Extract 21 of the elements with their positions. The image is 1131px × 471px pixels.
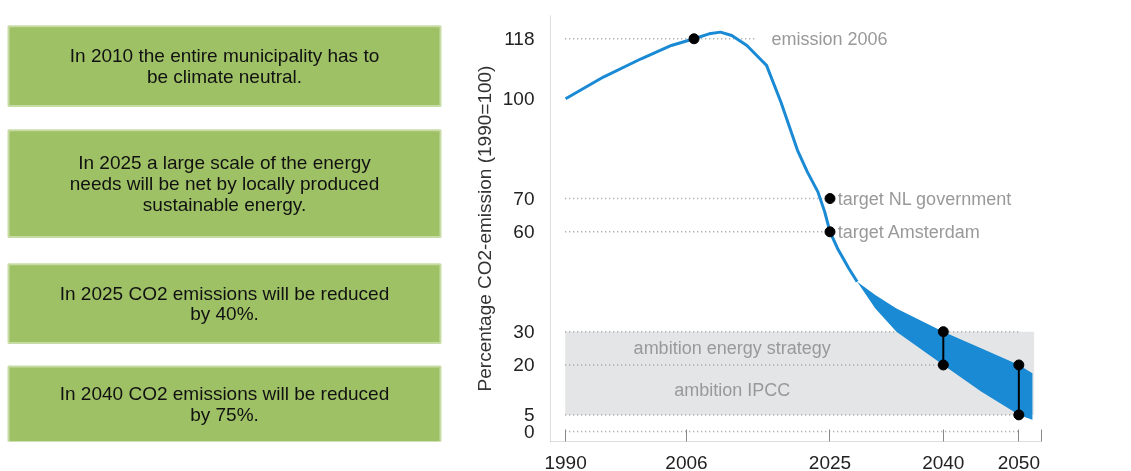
- y-tick-label: 118: [504, 28, 535, 50]
- x-tick-label: 2006: [665, 451, 708, 471]
- text: In 2010 the entire municipality has to be climate neutral.: [69, 45, 380, 88]
- ref-line-label: emission 2006: [771, 28, 888, 49]
- y-axis-title: Percentage CO2-emission (1990=100): [473, 65, 495, 392]
- text: In 2025 CO2 emissions will be reduced by 40%.: [59, 282, 390, 325]
- text: In 2025 a large scale of the energy needs will be net by locally produced sustainable energy.: [69, 152, 380, 216]
- y-tick-label: 20: [513, 354, 535, 376]
- ref-line-label: target NL government: [837, 188, 1012, 209]
- x-tick-label: 2050: [997, 451, 1040, 471]
- x-tick-label: 1990: [544, 451, 587, 471]
- ref-line-label: target Amsterdam: [837, 221, 980, 242]
- x-tick-label: 2040: [922, 451, 965, 471]
- y-tick-label: 60: [513, 221, 535, 243]
- text: In 2040 CO2 emissions will be reduced by 75%.: [59, 383, 390, 425]
- y-tick-label: 70: [513, 188, 535, 210]
- y-tick-label: 30: [513, 321, 535, 343]
- band-label: ambition energy strategy: [633, 338, 831, 359]
- band-label: ambition IPCC: [674, 379, 791, 400]
- y-tick-label: 100: [502, 88, 535, 110]
- x-tick-label: 2025: [808, 451, 852, 471]
